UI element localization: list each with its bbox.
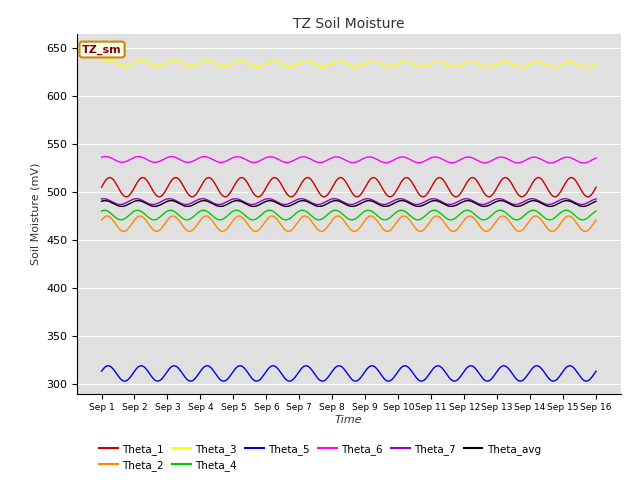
Theta_2 (196, 218, 204, 224)
Theta_5 (207, 365, 215, 371)
Theta_1 (426, 188, 433, 193)
Theta_1 (584, 194, 591, 200)
Theta_3 (426, 62, 433, 68)
Theta_7 (207, 199, 215, 205)
Theta_5 (319, 378, 326, 384)
Y-axis label: Soil Moisture (mV): Soil Moisture (mV) (30, 162, 40, 265)
Theta_avg (490, 200, 498, 205)
Theta_4 (592, 208, 600, 214)
Theta_6 (263, 155, 271, 160)
Theta_7 (98, 196, 106, 202)
Theta_1 (534, 175, 541, 180)
Theta_2 (426, 219, 433, 225)
Theta_6 (580, 160, 588, 166)
Theta_2 (207, 217, 215, 223)
Theta_7 (429, 196, 437, 202)
Theta_2 (592, 217, 600, 223)
Theta_7 (413, 202, 420, 207)
Line: Theta_2: Theta_2 (102, 216, 596, 231)
Theta_4 (534, 209, 542, 215)
Theta_3 (105, 58, 113, 63)
Theta_6 (534, 155, 541, 161)
Theta_1 (592, 184, 600, 190)
Theta_5 (263, 368, 271, 373)
Theta_5 (98, 368, 106, 374)
Theta_6 (102, 154, 109, 159)
Line: Theta_avg: Theta_avg (102, 201, 596, 206)
Theta_avg (426, 199, 433, 205)
Theta_5 (592, 368, 600, 374)
Theta_avg (534, 199, 542, 204)
Theta_3 (208, 59, 216, 65)
Theta_1 (196, 185, 204, 191)
Theta_5 (196, 370, 204, 375)
Text: TZ_sm: TZ_sm (82, 44, 122, 55)
Theta_5 (490, 372, 498, 378)
Theta_7 (490, 197, 498, 203)
Theta_6 (208, 156, 216, 162)
Theta_4 (98, 208, 106, 214)
Theta_1 (490, 190, 498, 195)
Line: Theta_1: Theta_1 (102, 178, 596, 197)
Theta_2 (98, 217, 106, 223)
Theta_6 (196, 155, 204, 161)
Theta_avg (98, 198, 106, 204)
Theta_3 (592, 61, 600, 67)
Theta_6 (98, 155, 106, 160)
Theta_avg (592, 198, 600, 204)
Theta_4 (196, 209, 204, 215)
Theta_5 (534, 363, 542, 369)
Theta_3 (98, 60, 106, 66)
Line: Theta_5: Theta_5 (102, 366, 596, 381)
Theta_7 (534, 197, 542, 203)
Line: Theta_4: Theta_4 (102, 210, 596, 220)
Theta_7 (592, 196, 600, 202)
Theta_4 (463, 207, 471, 213)
Theta_7 (196, 196, 204, 202)
Line: Theta_3: Theta_3 (102, 60, 596, 68)
Theta_4 (490, 210, 498, 216)
Theta_4 (447, 217, 454, 223)
Theta_2 (263, 216, 271, 222)
Theta_1 (208, 177, 216, 182)
Theta_4 (207, 212, 215, 218)
Theta_2 (268, 213, 276, 219)
Theta_2 (490, 221, 498, 227)
Theta_1 (106, 175, 114, 180)
Theta_6 (426, 156, 433, 161)
Theta_4 (263, 208, 271, 214)
Theta_2 (285, 228, 292, 234)
Theta_1 (263, 183, 271, 189)
Theta_3 (534, 59, 541, 65)
Theta_avg (233, 198, 241, 204)
Theta_4 (425, 209, 433, 215)
Line: Theta_6: Theta_6 (102, 156, 596, 163)
Theta_6 (592, 155, 600, 161)
Theta_avg (216, 204, 224, 209)
Theta_3 (196, 60, 204, 66)
Theta_3 (263, 60, 271, 66)
Theta_5 (302, 363, 310, 369)
X-axis label: Time: Time (335, 415, 363, 425)
Theta_5 (426, 371, 433, 376)
Legend: Theta_1, Theta_2, Theta_3, Theta_4, Theta_5, Theta_6, Theta_7, Theta_avg: Theta_1, Theta_2, Theta_3, Theta_4, Thet… (95, 439, 545, 475)
Theta_6 (490, 156, 498, 162)
Theta_avg (196, 199, 204, 204)
Theta_2 (534, 214, 542, 219)
Theta_7 (263, 196, 271, 202)
Theta_7 (426, 196, 433, 202)
Title: TZ Soil Moisture: TZ Soil Moisture (293, 17, 404, 31)
Theta_avg (264, 198, 271, 204)
Theta_1 (98, 184, 106, 190)
Theta_avg (207, 200, 215, 206)
Theta_3 (583, 65, 591, 71)
Line: Theta_7: Theta_7 (102, 199, 596, 204)
Theta_3 (490, 63, 498, 69)
